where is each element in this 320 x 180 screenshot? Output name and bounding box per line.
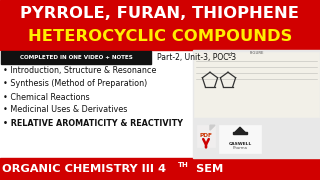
Text: SEM: SEM bbox=[192, 164, 223, 174]
Text: FIGURE: FIGURE bbox=[249, 51, 264, 55]
Text: CASWELL: CASWELL bbox=[228, 142, 252, 146]
Text: Part-2, Unit-3, POC-3: Part-2, Unit-3, POC-3 bbox=[157, 53, 236, 62]
Bar bbox=[0, 158, 320, 180]
Text: COMPLETED IN ONE VIDEO + NOTES: COMPLETED IN ONE VIDEO + NOTES bbox=[20, 55, 132, 60]
Text: TH: TH bbox=[178, 162, 189, 168]
Polygon shape bbox=[210, 125, 215, 130]
Polygon shape bbox=[235, 127, 245, 132]
Bar bbox=[197, 125, 215, 147]
Text: • Chemical Reactions: • Chemical Reactions bbox=[3, 93, 90, 102]
Text: Pharma: Pharma bbox=[233, 146, 247, 150]
Text: PDF: PDF bbox=[199, 133, 212, 138]
Polygon shape bbox=[233, 132, 247, 134]
Bar bbox=[1, 51, 151, 64]
Text: ORGANIC CHEMISTRY III 4: ORGANIC CHEMISTRY III 4 bbox=[2, 164, 166, 174]
Bar bbox=[0, 0, 320, 50]
Bar bbox=[194, 52, 319, 117]
Text: • RELATIVE AROMATICITY & REACTIVITY: • RELATIVE AROMATICITY & REACTIVITY bbox=[3, 118, 183, 127]
Bar bbox=[193, 50, 320, 158]
Text: • Medicinal Uses & Derivatives: • Medicinal Uses & Derivatives bbox=[3, 105, 127, 114]
Bar bbox=[219, 125, 261, 153]
Text: • Synthesis (Method of Preparation): • Synthesis (Method of Preparation) bbox=[3, 80, 147, 89]
Text: PYRROLE, FURAN, THIOPHENE: PYRROLE, FURAN, THIOPHENE bbox=[20, 6, 300, 21]
Text: HETEROCYCLIC COMPOUNDS: HETEROCYCLIC COMPOUNDS bbox=[28, 29, 292, 44]
Text: • Introduction, Structure & Resonance: • Introduction, Structure & Resonance bbox=[3, 66, 156, 75]
Text: rd: rd bbox=[228, 52, 233, 57]
